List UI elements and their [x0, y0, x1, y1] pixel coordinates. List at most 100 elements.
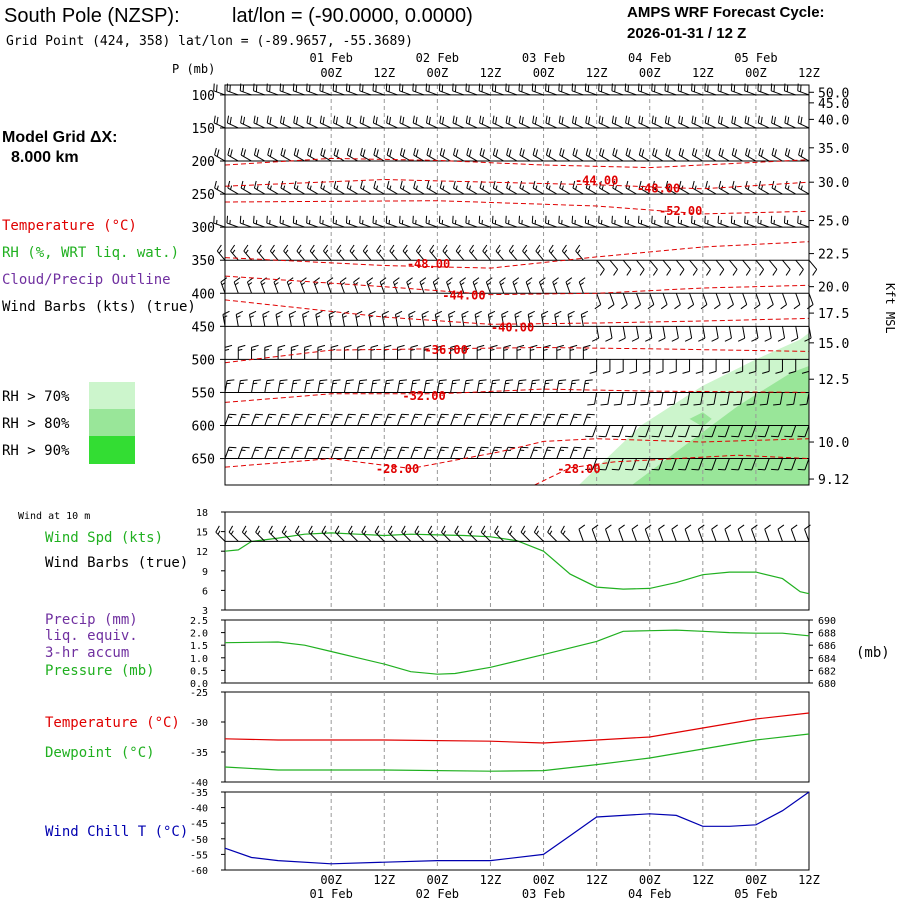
wind-barb: [691, 469, 698, 470]
wind-barb: [441, 414, 448, 415]
height-tick-label: 17.5: [818, 307, 849, 322]
pressure-tick-label: 150: [192, 122, 215, 137]
temperature-panel: -25-30-35-40: [190, 688, 809, 789]
wind-barb: [694, 85, 695, 92]
wind-barb: [455, 447, 462, 448]
wind-barb: [282, 447, 289, 448]
legend-temperature: Temperature (°C): [2, 218, 137, 234]
top-time-tick: 12Z: [586, 66, 608, 80]
wind-barb: [242, 447, 249, 448]
top-time-tick: 00Z: [745, 66, 767, 80]
wind-barb: [522, 85, 523, 92]
wind-barb: [747, 85, 748, 92]
wind-barb: [229, 447, 236, 448]
wind-barb: [668, 85, 669, 92]
wind-barb: [256, 414, 263, 415]
wind-barb: [455, 414, 462, 415]
wind-barb: [333, 216, 334, 223]
wind-barb: [428, 414, 435, 415]
wind-barb: [336, 85, 337, 92]
height-tick-label: 45.0: [818, 97, 849, 112]
height-tick-label: 25.0: [818, 215, 849, 230]
y-tick-label: 18: [196, 508, 208, 519]
wind-barb: [270, 85, 271, 92]
wind-barb: [362, 414, 369, 415]
wind-barb: [534, 414, 541, 415]
legend-cloud: Cloud/Precip Outline: [2, 272, 171, 288]
wind-barb: [734, 85, 735, 92]
wind-barb: [469, 85, 470, 92]
wind-barb: [774, 85, 775, 92]
wind-barb: [572, 216, 573, 223]
wind-barb: [492, 216, 493, 223]
pressure-axis-label: P (mb): [172, 62, 215, 76]
wind-barb: [561, 447, 568, 448]
wind-barb: [534, 447, 541, 448]
wind-barb: [495, 447, 502, 448]
wind-barb: [809, 260, 817, 269]
panel-frame: [225, 692, 809, 782]
y-tick-label: 6: [202, 586, 208, 597]
wind-barb: [798, 469, 805, 470]
wind-barb: [798, 216, 799, 223]
wind-barb: [215, 155, 225, 161]
wind-barb: [295, 447, 302, 448]
wind-barb: [495, 85, 496, 92]
wind-barb: [641, 85, 642, 92]
height-tick-label: 9.12: [818, 473, 849, 488]
wind-barb: [758, 436, 765, 437]
wind-barb: [214, 91, 225, 95]
pressure-tick-label: 350: [192, 254, 215, 269]
model-grid-label: Model Grid ΔX:: [2, 129, 118, 146]
wind-barb: [416, 85, 417, 92]
wind-barb: [599, 436, 606, 437]
wind-barb: [254, 216, 255, 223]
windchill-panel: -35-40-45-50-55-60: [190, 788, 809, 877]
wind-barb: [481, 447, 488, 448]
wind-barb: [721, 85, 722, 92]
pressure-unit-label: (mb): [856, 645, 890, 661]
wind-barb: [216, 526, 220, 532]
wind-barb: [402, 85, 403, 92]
top-time-tick: 00Z: [427, 66, 449, 80]
y-tick-label: -40: [190, 804, 208, 815]
wind-barb: [508, 447, 515, 448]
wind-barb: [216, 532, 225, 541]
wind-barb: [363, 85, 364, 92]
wind-barb: [280, 216, 281, 223]
wind-barb: [678, 436, 685, 437]
wind-barb: [242, 414, 249, 415]
temperature-contour-label: -32.00: [402, 389, 445, 403]
wind-barb: [519, 216, 520, 223]
bottom-time-tick: 12Z: [692, 873, 714, 887]
wind-barb: [360, 216, 361, 223]
bottom-time-tick: 12Z: [586, 873, 608, 887]
temperature-contour-label: -40.00: [491, 320, 534, 334]
wind-barb: [453, 216, 454, 223]
wind-barb: [215, 148, 217, 155]
wind-barb: [455, 85, 456, 92]
wind-barb: [705, 469, 712, 470]
wind-barb: [256, 447, 263, 448]
legend-rh80: RH > 80%: [2, 416, 70, 432]
wind-barb: [798, 436, 805, 437]
y-tick-label: 9: [202, 567, 208, 578]
pressure-tick-label: 450: [192, 320, 215, 335]
wind-barb: [389, 85, 390, 92]
wind-barb: [214, 123, 225, 128]
wind-barb: [731, 436, 738, 437]
wind-barb: [293, 216, 294, 223]
wind-barb: [665, 436, 672, 437]
bottom-time-tick: 00Z: [639, 873, 661, 887]
wind-barb: [375, 447, 382, 448]
kft-msl-label: Kft MSL: [883, 283, 897, 334]
label-wind-barbs: Wind Barbs (true): [45, 555, 188, 571]
wind-barb: [506, 216, 507, 223]
bottom-date-label: 04 Feb: [628, 887, 671, 900]
y-tick-label: 12: [196, 547, 208, 558]
wind-barb: [400, 216, 401, 223]
wind-barb: [787, 85, 788, 92]
wind-barb: [439, 216, 440, 223]
